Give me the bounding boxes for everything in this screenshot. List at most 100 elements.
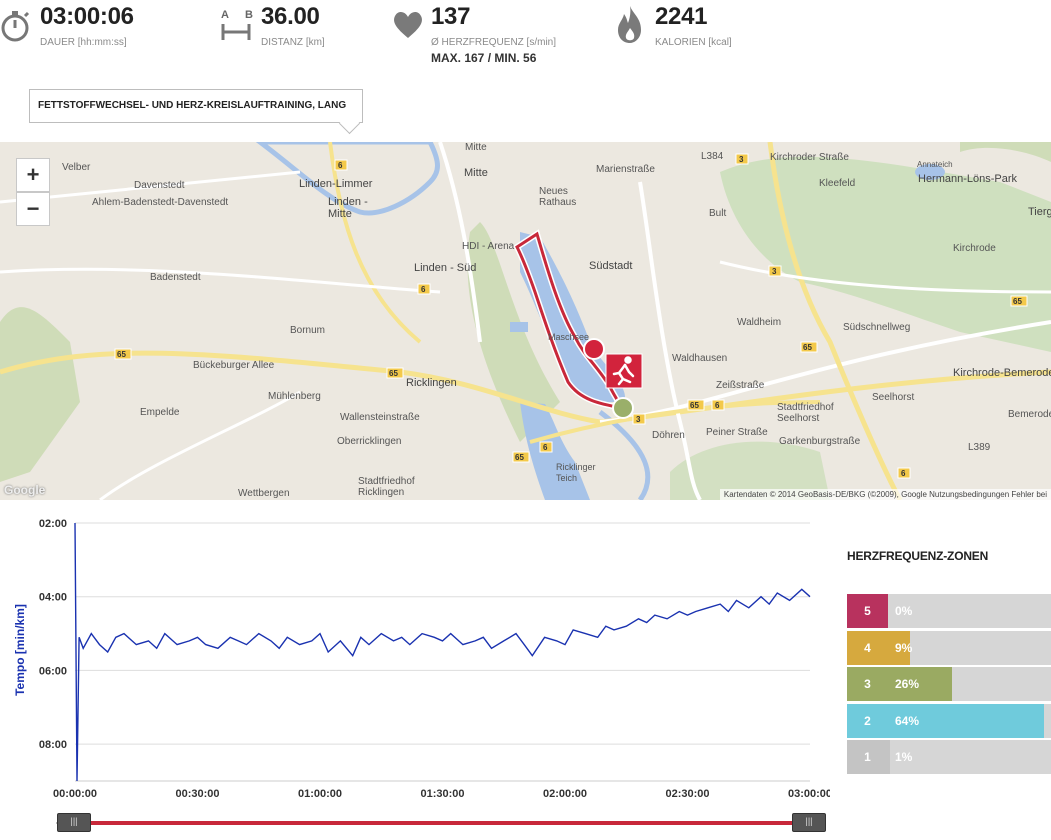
map-label-doehren: Döhren — [652, 430, 685, 441]
x-tick-label: 02:30:00 — [665, 788, 709, 800]
range-end-handle[interactable] — [792, 813, 826, 832]
map-label-ricklingen: Ricklingen — [406, 377, 457, 389]
map-label-seelhorst: Seelhorst — [872, 392, 915, 403]
zone-5: 5 0% — [847, 594, 1051, 628]
map-label-badenstedt: Badenstedt — [150, 272, 201, 283]
map-label-l389: L389 — [968, 442, 991, 453]
chart-y-ticks: 02:00 04:00 06:00 08:00 — [39, 518, 67, 751]
map-label-waldheim: Waldheim — [737, 317, 782, 328]
zoom-out-button[interactable]: − — [16, 192, 50, 226]
map-label-linden-sued: Linden - Süd — [414, 262, 477, 274]
stat-calories: 2241 KALORIEN [kcal] — [615, 0, 815, 70]
chart-grid — [75, 522, 810, 782]
map-label-kirchrode-bemerode: Kirchrode-Bemerode — [953, 367, 1051, 379]
map-label-hermann-loens: Hermann-Löns-Park — [918, 173, 1018, 185]
map-label-peiner: Peiner Straße — [706, 427, 768, 438]
map-attribution[interactable]: Kartendaten © 2014 GeoBasis-DE/BKG (©200… — [719, 489, 1051, 500]
pace-chart[interactable]: 02:00 04:00 06:00 08:00 00:00:00 00:30:00 01:… — [0, 505, 830, 805]
chart-x-ticks: 00:00:00 00:30:00 01:00:00 01:30:00 02:00:00… — [53, 788, 830, 800]
map-label-bemerode: Bemerode — [1008, 409, 1051, 420]
zone-percent: 1% — [895, 750, 913, 764]
distance-icon-b: B — [245, 9, 253, 21]
map-label-mitte: Mitte — [465, 142, 487, 153]
map-label-bult: Bult — [709, 208, 727, 219]
x-tick-label: 00:30:00 — [175, 788, 219, 800]
svg-text:3: 3 — [636, 415, 641, 424]
map-label-stadtfriedhof-ricklingen: Stadtfriedhof Ricklingen — [358, 476, 415, 498]
map-label-bornum: Bornum — [290, 325, 326, 336]
zone-bar-fill — [888, 703, 1044, 738]
stopwatch-icon — [1, 11, 30, 42]
heart-icon — [394, 11, 422, 38]
x-tick-label: 03:00:00 — [788, 788, 830, 800]
stat-duration: 03:00:06 DAUER [hh:mm:ss] — [0, 0, 200, 70]
zone-number: 2 — [847, 703, 888, 738]
zoom-in-button[interactable]: + — [16, 158, 50, 192]
svg-text:3: 3 — [739, 155, 744, 164]
map-label-tiergarten: Tierg — [1028, 206, 1051, 218]
svg-text:6: 6 — [543, 443, 548, 452]
svg-text:6: 6 — [338, 161, 343, 170]
zone-percent: 64% — [895, 713, 920, 728]
svg-text:65: 65 — [1013, 297, 1022, 306]
map-label-marienstr: Marienstraße — [596, 164, 655, 175]
map-label-empelde: Empelde — [140, 407, 180, 418]
x-tick-label: 02:00:00 — [543, 788, 587, 800]
map-label-waldhausen: Waldhausen — [672, 353, 728, 364]
map-label-kirchroder: Kirchroder Straße — [770, 152, 849, 163]
map-label-suedschnellweg: Südschnellweg — [843, 322, 911, 333]
map-label-l384: L384 — [701, 151, 724, 162]
zone-number: 5 — [847, 594, 888, 628]
map-label-davenstedt: Davenstedt — [134, 180, 185, 191]
map-label-stadtfriedhof-seelhorst: Stadtfriedhof Seelhorst — [777, 402, 834, 424]
y-tick-label: 08:00 — [39, 739, 67, 751]
map-label-neues-rathaus: Neues Rathaus — [539, 186, 577, 208]
heartrate-value: 137 — [431, 3, 471, 30]
x-tick-label: 01:30:00 — [420, 788, 464, 800]
stat-distance: A B 36.00 DISTANZ [km] — [218, 0, 418, 70]
map-label-kleefeld: Kleefeld — [819, 178, 856, 189]
svg-text:65: 65 — [803, 343, 812, 352]
heartrate-minmax: MAX. 167 / MIN. 56 — [431, 51, 537, 65]
map-label-garkenburg: Garkenburgstraße — [779, 436, 861, 447]
map-label-bueckeburger: Bückeburger Allee — [193, 360, 275, 371]
map-label-wettbergen: Wettbergen — [238, 488, 290, 499]
flame-icon — [618, 6, 641, 43]
map-label-wallenstein: Wallensteinstraße — [340, 412, 420, 423]
zone-number: 1 — [847, 740, 888, 774]
x-tick-label: 01:00:00 — [298, 788, 342, 800]
stat-heartrate: 137 Ø HERZFREQUENZ [s/min] MAX. 167 / MI… — [392, 0, 612, 70]
svg-text:6: 6 — [715, 401, 720, 410]
calories-value: 2241 — [655, 3, 708, 30]
map-label-kirchrode: Kirchrode — [953, 243, 996, 254]
x-tick-label: 00:00:00 — [53, 788, 97, 800]
pace-series-line — [74, 522, 811, 782]
map-label-muehlenberg: Mühlenberg — [268, 391, 321, 402]
map-background: 6 3 3 6 65 65 65 65 65 6 3 6 65 6 — [0, 142, 1051, 500]
duration-value: 03:00:06 — [40, 3, 134, 30]
svg-text:65: 65 — [515, 453, 524, 462]
map-label-linden-limmer: Linden-Limmer — [299, 178, 373, 190]
time-range-selection[interactable] — [74, 821, 809, 825]
map-label-linden-mitte: Linden - Mitte — [328, 196, 368, 220]
range-start-handle[interactable] — [57, 813, 91, 832]
zone-bar-fill — [888, 740, 890, 774]
distance-value: 36.00 — [261, 3, 320, 30]
start-marker — [612, 397, 634, 419]
svg-text:65: 65 — [389, 369, 398, 378]
distance-icon-a: A — [221, 9, 229, 21]
zones-title: HERZFREQUENZ-ZONEN — [847, 549, 989, 563]
zone-3: 3 26% — [847, 667, 1051, 701]
zone-1: 1 1% — [847, 740, 1051, 774]
y-tick-label: 04:00 — [39, 592, 67, 604]
distance-label: DISTANZ [km] — [261, 37, 325, 48]
map-label-oberricklingen: Oberricklingen — [337, 436, 402, 447]
route-map[interactable]: 6 3 3 6 65 65 65 65 65 6 3 6 65 6 — [0, 142, 1051, 500]
map-label-ricklinger-teich: Ricklinger Teich — [556, 462, 596, 483]
runner-marker — [605, 353, 643, 389]
map-label-ahlem: Ahlem-Badenstedt-Davenstedt — [92, 197, 229, 208]
distance-icon — [221, 24, 251, 40]
google-logo[interactable]: Google — [4, 483, 46, 497]
map-label-velber: Velber — [62, 162, 91, 173]
